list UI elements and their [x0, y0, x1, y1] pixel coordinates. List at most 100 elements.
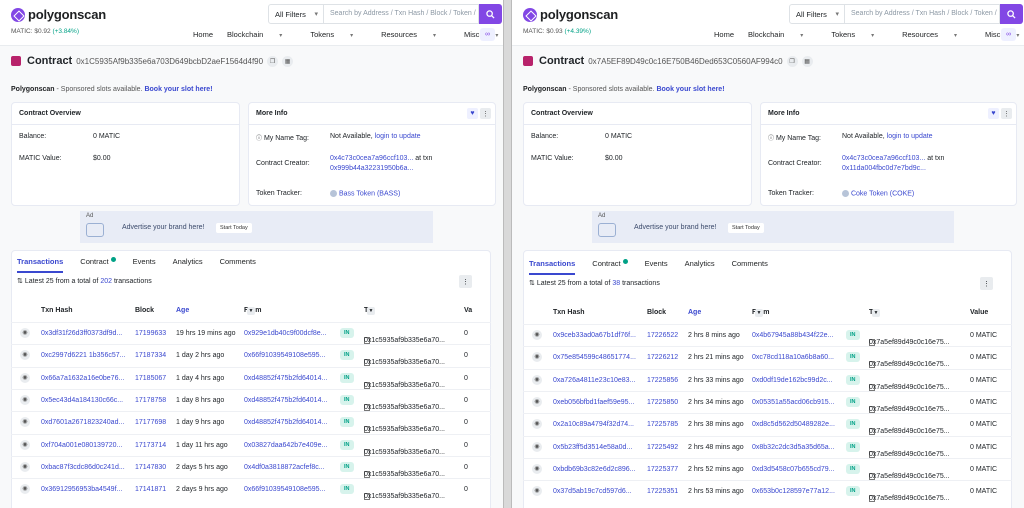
filter-icon[interactable]: ▼	[872, 309, 880, 317]
heart-icon[interactable]: ♥	[467, 108, 478, 119]
nav-tokens[interactable]: Tokens ▾	[310, 30, 354, 39]
from-address-link[interactable]: 0xd0df19de162bc99d2c...	[752, 376, 833, 384]
col-age[interactable]: Age	[176, 307, 190, 314]
eye-icon[interactable]: ◉	[532, 486, 542, 497]
ad-banner[interactable]: Ad Advertise your brand here! Start Toda…	[592, 211, 954, 243]
eye-icon[interactable]: ◉	[20, 484, 30, 495]
txn-hash-link[interactable]: 0x37d5ab19c7cd597d6...	[553, 488, 632, 496]
eye-icon[interactable]: ◉	[532, 374, 542, 385]
token-tracker-value[interactable]: Coke Token (COKE)	[842, 190, 914, 197]
eye-icon[interactable]: ◉	[532, 419, 542, 430]
polygonscan-logo[interactable]: polygonscan	[11, 7, 106, 22]
from-address-link[interactable]: 0xd3d5458c07b655cd79...	[752, 465, 835, 473]
tab-contract[interactable]: Contract	[80, 251, 116, 273]
from-address-link[interactable]: 0xd48852f475b2fd64014...	[244, 396, 328, 404]
eye-icon[interactable]: ◉	[20, 439, 30, 450]
nav-home[interactable]: Home	[714, 30, 735, 39]
nav-resources[interactable]: Resources ▾	[381, 30, 436, 39]
eye-icon[interactable]: ◉	[20, 394, 30, 405]
txn-hash-link[interactable]: 0x66a7a1632a16e0be76...	[41, 374, 125, 382]
nav-home[interactable]: Home	[193, 30, 214, 39]
book-slot-link[interactable]: Book your slot here!	[656, 86, 725, 93]
table-options-button[interactable]: ⋮	[459, 275, 472, 288]
qr-code-icon[interactable]: ▦	[282, 55, 294, 67]
txn-hash-link[interactable]: 0xa726a4811e23c10e83...	[553, 376, 636, 384]
col-age[interactable]: Age	[688, 309, 702, 316]
block-link[interactable]: 17147830	[135, 463, 167, 471]
filter-icon[interactable]: ▼	[247, 307, 255, 315]
block-link[interactable]: 17225351	[647, 488, 679, 496]
block-link[interactable]: 17226522	[647, 332, 679, 339]
creator-txn-link[interactable]: 0x11da004fbc0d7e7bd9c...	[842, 165, 926, 172]
nav-misc[interactable]: Misc ▾	[463, 30, 499, 39]
search-button[interactable]	[479, 4, 502, 24]
txn-hash-link[interactable]: 0xbac87f3cdc86d0c241d...	[41, 463, 125, 471]
tab-comments[interactable]: Comments	[219, 257, 256, 266]
eye-icon[interactable]: ◉	[20, 417, 30, 428]
eye-icon[interactable]: ◉	[532, 352, 542, 363]
login-link[interactable]: login to update	[886, 133, 933, 140]
filter-icon[interactable]: ▼	[755, 309, 763, 317]
block-link[interactable]: 17225850	[647, 398, 679, 406]
txn-hash-link[interactable]: 0x9ceb33ad0a67b1df76f...	[553, 332, 636, 339]
filter-select[interactable]: All Filters ▾	[268, 4, 324, 24]
polygon-network-icon[interactable]: ∞	[480, 28, 495, 41]
tab-comments[interactable]: Comments	[731, 259, 768, 268]
from-address-link[interactable]: 0xc78cd118a10a6b8a60...	[752, 354, 834, 362]
filter-icon[interactable]: ▼	[367, 307, 375, 315]
creator-txn-link[interactable]: 0x999b44a32231950b6a...	[330, 165, 414, 172]
copy-icon[interactable]: ❐	[786, 55, 798, 67]
tab-transactions[interactable]: Transactions	[17, 251, 64, 273]
nav-blockchain[interactable]: Blockchain ▾	[227, 30, 283, 39]
from-address-link[interactable]: 0x66f91039549108e595...	[244, 352, 326, 360]
creator-address-link[interactable]: 0x4c73c0cea7a96ccf103...	[330, 155, 414, 162]
block-link[interactable]: 17187334	[135, 352, 167, 360]
book-slot-link[interactable]: Book your slot here!	[144, 86, 213, 93]
from-address-link[interactable]: 0x05351a55acd06cb915...	[752, 398, 835, 406]
txn-hash-link[interactable]: 0x75e854599c48651774...	[553, 354, 636, 362]
eye-icon[interactable]: ◉	[532, 441, 542, 452]
tab-events[interactable]: Events	[132, 257, 156, 266]
eye-icon[interactable]: ◉	[20, 350, 30, 361]
total-count-link[interactable]: 38	[612, 280, 621, 287]
block-link[interactable]: 17225492	[647, 443, 679, 451]
txn-hash-link[interactable]: 0xd7601a2671823240ad...	[41, 419, 125, 427]
total-count-link[interactable]: 202	[100, 278, 113, 285]
from-address-link[interactable]: 0x4df0a3818872acfef8c...	[244, 463, 325, 471]
more-options-icon[interactable]: ⋮	[480, 108, 491, 119]
search-input[interactable]: Search by Address / Txn Hash / Block / T…	[845, 4, 1000, 24]
txn-hash-link[interactable]: 0x36912956953ba4549f...	[41, 486, 123, 494]
from-address-link[interactable]: 0xd48852f475b2fd64014...	[244, 419, 328, 427]
block-link[interactable]: 17173714	[135, 441, 167, 449]
block-link[interactable]: 17199633	[135, 330, 167, 337]
block-link[interactable]: 17226212	[647, 354, 679, 362]
nav-blockchain[interactable]: Blockchain ▾	[748, 30, 804, 39]
nav-resources[interactable]: Resources ▾	[902, 30, 957, 39]
from-address-link[interactable]: 0xd8c5d562d50489282e...	[752, 421, 835, 429]
search-input[interactable]: Search by Address / Txn Hash / Block / T…	[324, 4, 479, 24]
txn-hash-link[interactable]: 0xf704a001e080139720...	[41, 441, 123, 449]
from-address-link[interactable]: 0xd48852f475b2fd64014...	[244, 374, 328, 382]
txn-hash-link[interactable]: 0x5b23ff5d3514e58a0d...	[553, 443, 633, 451]
block-link[interactable]: 17177698	[135, 419, 167, 427]
tab-transactions[interactable]: Transactions	[529, 253, 576, 275]
txn-hash-link[interactable]: 0xc2997d6221 1b356c57...	[41, 352, 126, 360]
txn-hash-link[interactable]: 0x2a10c89a4794f32d74...	[553, 421, 634, 429]
polygon-network-icon[interactable]: ∞	[1001, 28, 1016, 41]
search-button[interactable]	[1000, 4, 1023, 24]
txn-hash-link[interactable]: 0x5ec43d4a184130c66c...	[41, 396, 124, 404]
token-tracker-value[interactable]: Bass Token (BASS)	[330, 190, 400, 197]
ad-start-button[interactable]: Start Today	[216, 223, 252, 233]
txn-hash-link[interactable]: 0xeb056bfbd1faef59e95...	[553, 398, 635, 406]
qr-code-icon[interactable]: ▦	[801, 55, 813, 67]
ad-start-button[interactable]: Start Today	[728, 223, 764, 233]
tab-contract[interactable]: Contract	[592, 253, 628, 275]
nav-misc[interactable]: Misc ▾	[984, 30, 1020, 39]
from-address-link[interactable]: 0x4b67945a88b434f22e...	[752, 332, 834, 339]
ad-banner[interactable]: Ad Advertise your brand here! Start Toda…	[80, 211, 433, 243]
eye-icon[interactable]: ◉	[20, 372, 30, 383]
block-link[interactable]: 17185067	[135, 374, 167, 382]
tab-events[interactable]: Events	[644, 259, 668, 268]
polygonscan-logo[interactable]: polygonscan	[523, 7, 618, 22]
block-link[interactable]: 17141871	[135, 486, 167, 494]
